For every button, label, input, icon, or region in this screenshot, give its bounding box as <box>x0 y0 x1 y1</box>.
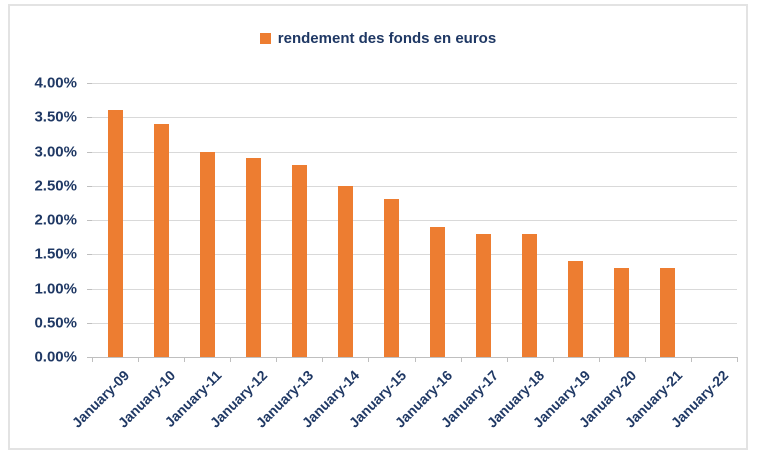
bar <box>522 233 538 357</box>
bar <box>476 233 492 357</box>
y-axis-tick-label: 0.00% <box>34 348 77 366</box>
gridline <box>92 254 737 256</box>
gridline <box>92 117 737 119</box>
bar <box>614 267 630 357</box>
bar <box>245 158 261 357</box>
x-axis-tick <box>460 357 462 362</box>
x-axis-tick <box>368 357 370 362</box>
gridline <box>92 288 737 290</box>
y-axis-tick <box>87 322 92 324</box>
bar <box>568 261 584 357</box>
gridline <box>92 220 737 221</box>
bar <box>291 165 307 357</box>
bar <box>199 151 215 357</box>
x-axis-tick <box>138 357 140 362</box>
bar <box>337 185 353 357</box>
y-axis-tick <box>87 117 92 119</box>
chart-frame: rendement des fonds en euros 0.00% 0.50% 1… <box>8 4 748 450</box>
gridline <box>92 151 737 153</box>
y-axis-tick <box>87 220 92 221</box>
y-axis-tick <box>87 254 92 256</box>
x-axis-tick <box>644 357 646 362</box>
y-axis-tick-label: 1.00% <box>34 280 77 297</box>
x-axis-tick <box>506 357 508 362</box>
bar <box>153 124 169 357</box>
x-axis-tick <box>322 357 324 362</box>
legend-marker-square <box>259 33 271 44</box>
y-axis-tick <box>87 357 92 358</box>
x-axis-tick <box>737 357 738 362</box>
y-axis-tick-label: 1.50% <box>34 245 77 263</box>
y-axis-tick-label: 3.50% <box>34 108 77 126</box>
x-axis-tick <box>552 357 554 362</box>
bar <box>430 226 446 357</box>
y-axis-tick-label: 3.00% <box>34 143 77 160</box>
x-axis-tick <box>184 357 186 362</box>
chart-legend: rendement des fonds en euros <box>10 30 746 47</box>
gridline <box>92 322 737 324</box>
x-axis-tick <box>690 357 692 362</box>
y-axis-tick-label: 4.00% <box>34 74 77 92</box>
legend-label: rendement des fonds en euros <box>277 30 497 47</box>
plot-area: 0.00% 0.50% 1.00% 1.50% 2.00% 2.50% 3.00% 3.50%… <box>34 75 738 431</box>
y-axis-tick <box>87 151 92 153</box>
y-axis-tick-label: 0.50% <box>34 314 77 332</box>
y-axis-tick <box>87 185 92 187</box>
gridline <box>92 185 737 187</box>
x-axis-tick <box>598 357 600 362</box>
bar <box>107 110 123 357</box>
y-axis-tick <box>87 288 92 290</box>
x-axis-tick <box>414 357 416 362</box>
x-axis-line <box>92 357 737 358</box>
bar <box>383 199 399 357</box>
y-axis-tick-label: 2.00% <box>34 211 77 229</box>
x-axis-tick <box>230 357 232 362</box>
y-axis-tick <box>87 83 92 84</box>
gridline <box>92 83 737 84</box>
x-axis-tick <box>92 357 93 362</box>
y-axis-tick-label: 2.50% <box>34 177 77 195</box>
x-axis-tick <box>276 357 278 362</box>
bar <box>660 267 676 357</box>
